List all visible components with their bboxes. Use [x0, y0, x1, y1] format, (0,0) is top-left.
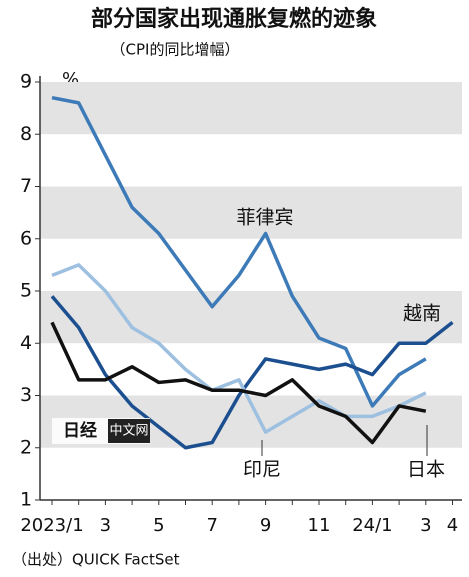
y-tick-label: 7	[20, 175, 32, 197]
line-series	[51, 95, 427, 408]
x-tick-label: 3	[420, 515, 431, 536]
y-tick-label: 4	[20, 332, 32, 354]
x-tick-label: 3	[100, 515, 111, 536]
series-label: 印尼	[243, 459, 281, 481]
series-label: 日本	[407, 459, 445, 481]
grid-band	[40, 291, 462, 344]
chart-subtitle: （CPI的同比增幅）	[111, 41, 240, 59]
y-tick-label: 6	[20, 227, 32, 249]
x-tick-label: 2023/1	[20, 515, 83, 536]
x-tick-label: 9	[260, 515, 271, 536]
y-tick-label: 3	[20, 384, 32, 406]
watermark: 中文网	[109, 424, 148, 439]
x-tick-label: 4	[447, 515, 458, 536]
source: （出处）QUICK FactSet	[12, 551, 180, 569]
watermark: 日经	[63, 420, 97, 441]
x-tick-label: 7	[206, 515, 217, 536]
series-label: 菲律宾	[236, 207, 293, 229]
line-series	[50, 321, 427, 445]
x-tick-label: 24/1	[352, 515, 392, 536]
chart-title: 部分国家出现通胀复燃的迹象	[91, 6, 377, 32]
y-tick-label: 1	[20, 489, 32, 511]
line-series	[51, 263, 427, 434]
x-tick-label: 11	[308, 515, 331, 536]
grid-band	[40, 186, 462, 239]
x-tick-label: 5	[153, 515, 164, 536]
y-tick-label: 5	[20, 280, 32, 302]
y-tick-label: 2	[20, 436, 32, 458]
y-tick-label: 8	[20, 123, 32, 145]
grid-band	[40, 82, 462, 135]
series-label: 越南	[403, 303, 441, 325]
line-series	[50, 295, 454, 450]
watermark-box	[108, 419, 150, 443]
y-tick-label: 9	[20, 71, 32, 93]
